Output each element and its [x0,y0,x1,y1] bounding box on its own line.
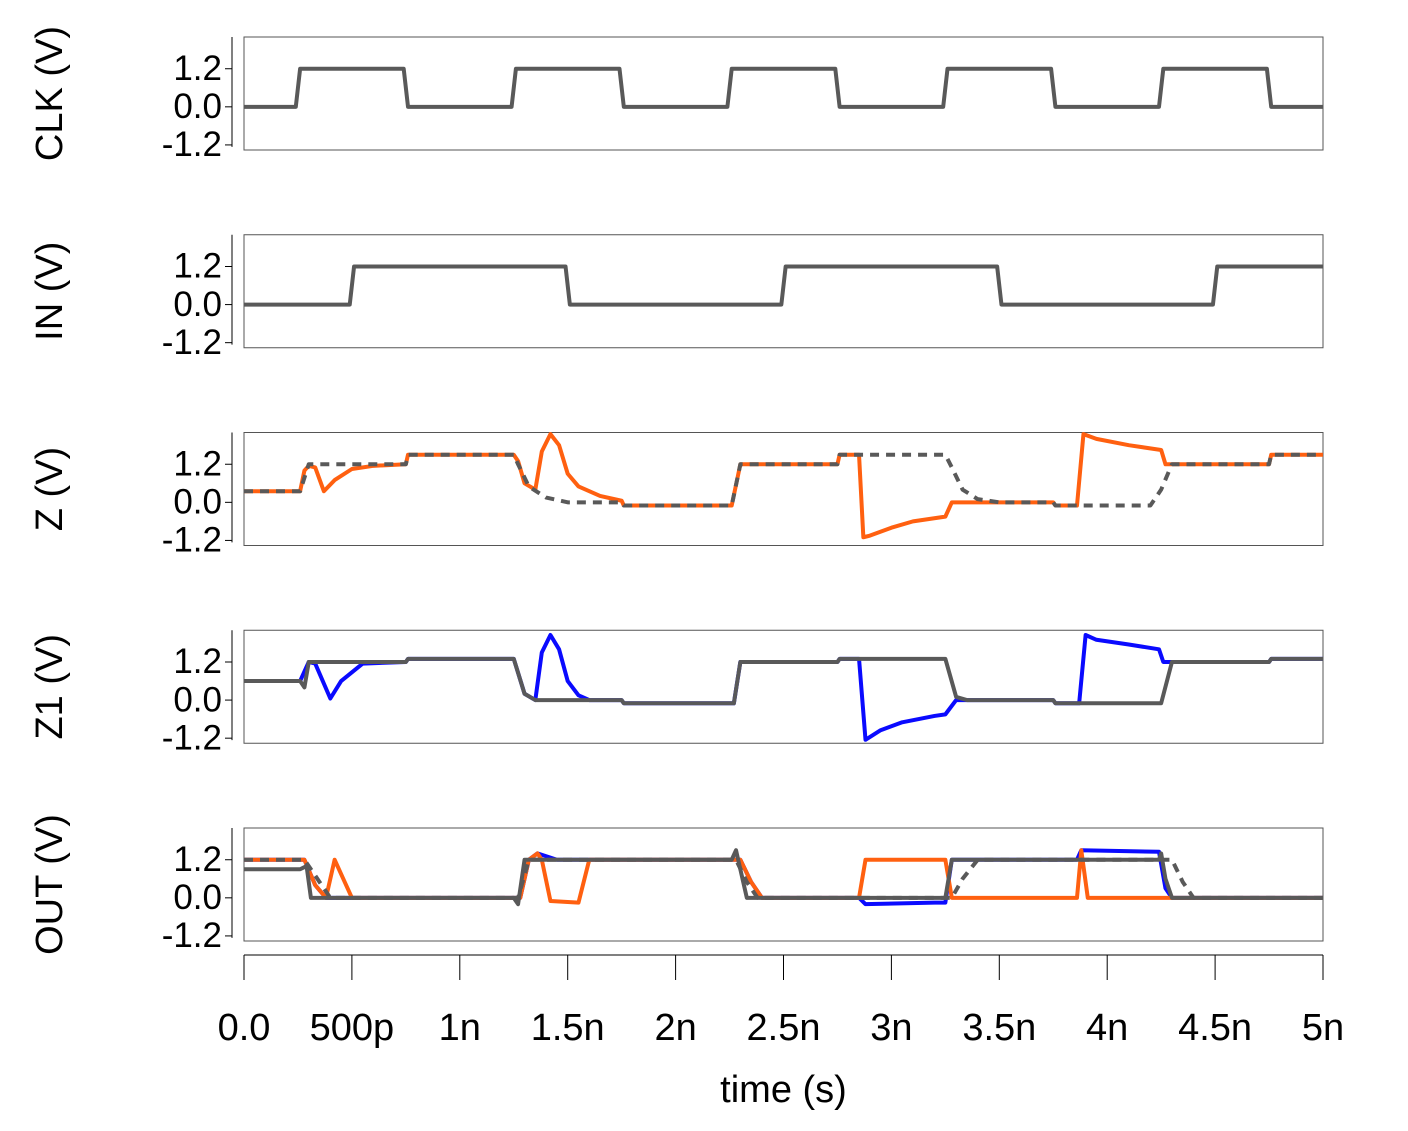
x-tick-label: 2n [654,1007,696,1049]
x-tick-label: 0.0 [218,1007,271,1049]
plot-frame [243,827,1324,942]
y-tick-label: 0.0 [173,285,222,324]
series-line [244,848,1323,907]
plot-frame [243,234,1324,349]
series-line [244,857,1323,900]
y-tick-label: -1.2 [162,916,222,955]
x-axis-label: time (s) [720,1069,847,1111]
y-tick-label: -1.2 [162,521,222,560]
plot-frame [243,36,1324,151]
series-line [244,66,1323,109]
series-line [244,656,1323,706]
series-line [244,432,1323,540]
x-tick-label: 4.5n [1178,1007,1252,1049]
x-tick-label: 3.5n [962,1007,1036,1049]
y-axis-label: Z1 (V) [29,634,71,740]
y-axis-label: Z (V) [29,447,71,531]
y-tick-label: 1.2 [173,642,222,681]
y-axis-label: CLK (V) [29,26,71,161]
x-tick-label: 500p [310,1007,395,1049]
series-line [244,633,1323,742]
y-tick-label: 0.0 [173,680,222,719]
series-line [244,264,1323,307]
y-tick-label: -1.2 [162,718,222,757]
y-axis-label: IN (V) [29,242,71,341]
series-line [244,848,1323,905]
x-tick-label: 5n [1302,1007,1344,1049]
x-tick-label: 1n [439,1007,481,1049]
series-line [244,452,1323,508]
y-tick-label: 1.2 [173,49,222,88]
y-tick-label: 1.2 [173,247,222,286]
y-tick-label: 1.2 [173,444,222,483]
x-tick-label: 2.5n [747,1007,821,1049]
y-axis-label: OUT (V) [29,814,71,955]
y-tick-label: -1.2 [162,323,222,362]
plot-frame [243,432,1324,546]
x-tick-label: 4n [1086,1007,1128,1049]
plot-frame [243,629,1324,744]
x-tick-label: 3n [870,1007,912,1049]
y-tick-label: 0.0 [173,483,222,522]
y-tick-label: 0.0 [173,87,222,126]
y-tick-label: 1.2 [173,840,222,879]
y-tick-label: -1.2 [162,125,222,164]
y-tick-label: 0.0 [173,878,222,917]
x-tick-label: 1.5n [531,1007,605,1049]
